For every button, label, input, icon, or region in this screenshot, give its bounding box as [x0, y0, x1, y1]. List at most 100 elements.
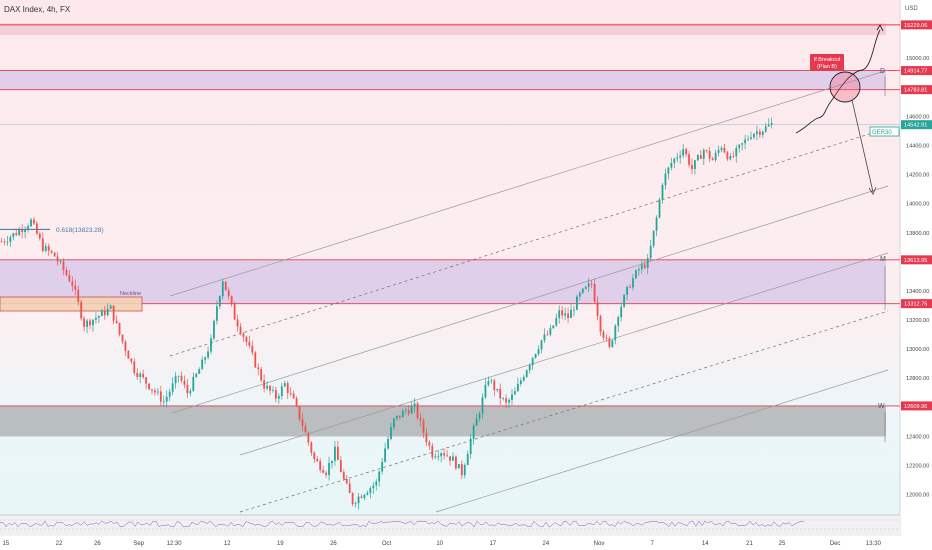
candle-body: [257, 367, 260, 370]
candle-body: [334, 446, 336, 461]
candle-body: [266, 385, 268, 389]
candle-body: [292, 393, 295, 399]
time-tick-label: 15: [3, 541, 10, 547]
channel-label-w: W: [878, 403, 885, 410]
price-label-box: [901, 66, 932, 76]
candle-body: [516, 383, 519, 392]
price-tick-label: 14200.00: [906, 173, 929, 179]
candle-body: [699, 155, 702, 159]
candle-body: [694, 160, 696, 170]
candle-body: [74, 285, 77, 290]
candle-body: [233, 304, 236, 320]
candle-body: [552, 325, 555, 329]
symbol-tag: GER30: [872, 130, 892, 136]
candle-body: [428, 442, 431, 446]
candle-body: [626, 286, 628, 295]
candle-body: [301, 419, 304, 427]
candle-body: [664, 173, 667, 185]
candle-body: [260, 369, 263, 381]
candle-body: [434, 456, 437, 458]
candle-body: [732, 156, 735, 157]
price-tick-label: 14600.00: [906, 114, 929, 120]
candle-body: [696, 155, 699, 161]
candle-body: [738, 144, 741, 149]
candle-body: [286, 383, 289, 394]
candle-body: [508, 400, 510, 403]
candle-body: [71, 281, 74, 286]
candle-body: [605, 337, 608, 339]
candle-body: [189, 390, 192, 394]
candle-body: [593, 283, 596, 302]
candle-body: [449, 456, 451, 461]
candle-body: [767, 124, 770, 127]
candle-body: [747, 138, 749, 140]
candle-body: [422, 420, 425, 433]
candle-body: [514, 391, 516, 395]
candle-body: [89, 320, 91, 326]
candle-body: [640, 264, 643, 270]
projection-arrow-down: [868, 186, 877, 195]
candle-body: [720, 147, 723, 150]
candle-body: [487, 381, 490, 385]
candle-body: [419, 417, 422, 421]
candle-body: [328, 463, 330, 475]
candle-body: [210, 338, 212, 352]
time-axis-background: [0, 536, 900, 550]
candle-body: [283, 383, 286, 387]
candle-body: [416, 403, 419, 418]
candle-body: [682, 149, 685, 156]
candle-body: [431, 445, 434, 458]
candle-body: [460, 464, 463, 476]
time-tick-label: 7: [650, 541, 654, 547]
candle-body: [30, 219, 32, 227]
candle-body: [413, 403, 416, 407]
breakout-circle: [829, 71, 861, 103]
indicator-pane: [0, 515, 900, 536]
time-tick-label: 26: [94, 541, 101, 547]
candle-body: [24, 229, 27, 233]
candle-body: [655, 217, 658, 231]
candle-body: [307, 432, 310, 443]
candle-body: [156, 391, 159, 393]
candle-body: [410, 406, 413, 414]
candle-body: [425, 432, 428, 443]
candle-body: [685, 149, 688, 155]
candle-body: [590, 283, 593, 285]
candle-body: [717, 149, 720, 153]
candle-body: [319, 461, 322, 470]
candle-body: [620, 306, 623, 318]
candle-body: [171, 383, 174, 392]
candle-body: [387, 438, 389, 449]
candle-body: [673, 158, 676, 163]
candle-body: [357, 496, 360, 504]
candle-body: [484, 384, 487, 398]
candle-body: [9, 237, 12, 242]
oscillator-line: [0, 520, 805, 528]
candle-body: [499, 388, 502, 399]
candle-body: [207, 351, 209, 358]
candle-body: [298, 405, 301, 420]
channel-line-2: [171, 185, 889, 414]
price-axis-unit: USD: [905, 6, 918, 12]
candle-body: [490, 380, 493, 382]
candle-body: [744, 139, 747, 144]
price-label: 13613.95: [904, 258, 927, 264]
zone-0: [0, 23, 886, 35]
candle-body: [18, 229, 21, 236]
candle-body: [56, 256, 59, 262]
candle-body: [599, 315, 602, 332]
candle-body: [180, 375, 183, 381]
candle-body: [251, 345, 254, 353]
candle-body: [65, 269, 68, 275]
candle-body: [103, 310, 106, 316]
candle-body: [97, 315, 100, 318]
candle-body: [723, 147, 726, 153]
symbol-tag-box: [869, 126, 900, 137]
candle-body: [452, 456, 454, 461]
candle-body: [617, 317, 620, 326]
candle-body: [652, 230, 655, 246]
candle-body: [726, 152, 729, 160]
candle-body: [443, 453, 446, 456]
candle-body: [584, 286, 587, 289]
candle-body: [735, 148, 738, 157]
